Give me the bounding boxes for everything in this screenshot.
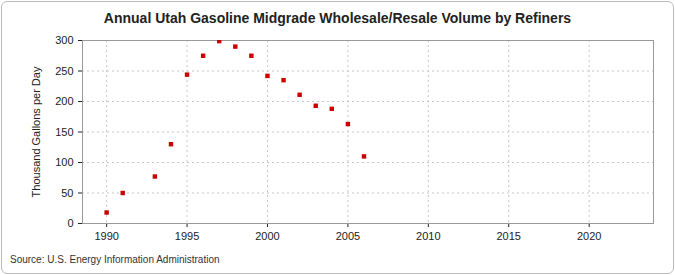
svg-text:1995: 1995 <box>175 230 199 242</box>
svg-text:100: 100 <box>55 156 73 168</box>
svg-text:0: 0 <box>67 217 73 229</box>
svg-text:2015: 2015 <box>496 230 520 242</box>
svg-text:150: 150 <box>55 126 73 138</box>
svg-text:2020: 2020 <box>577 230 601 242</box>
svg-text:2010: 2010 <box>416 230 440 242</box>
svg-text:250: 250 <box>55 65 73 77</box>
svg-text:200: 200 <box>55 95 73 107</box>
svg-text:2000: 2000 <box>255 230 279 242</box>
svg-text:50: 50 <box>61 187 73 199</box>
html-text:Annual Utah Gasoline Midgrade: Annual Utah Gasoline Midgrade Wholesale/… <box>103 10 572 26</box>
html-text:Source: U.S. Energy Informatio: Source: U.S. Energy Information Administ… <box>10 254 220 265</box>
svg-text:2005: 2005 <box>336 230 360 242</box>
svg-text:1990: 1990 <box>94 230 118 242</box>
svg-text:300: 300 <box>55 34 73 46</box>
svg-text:Thousand Gallons per Day: Thousand Gallons per Day <box>30 66 42 197</box>
